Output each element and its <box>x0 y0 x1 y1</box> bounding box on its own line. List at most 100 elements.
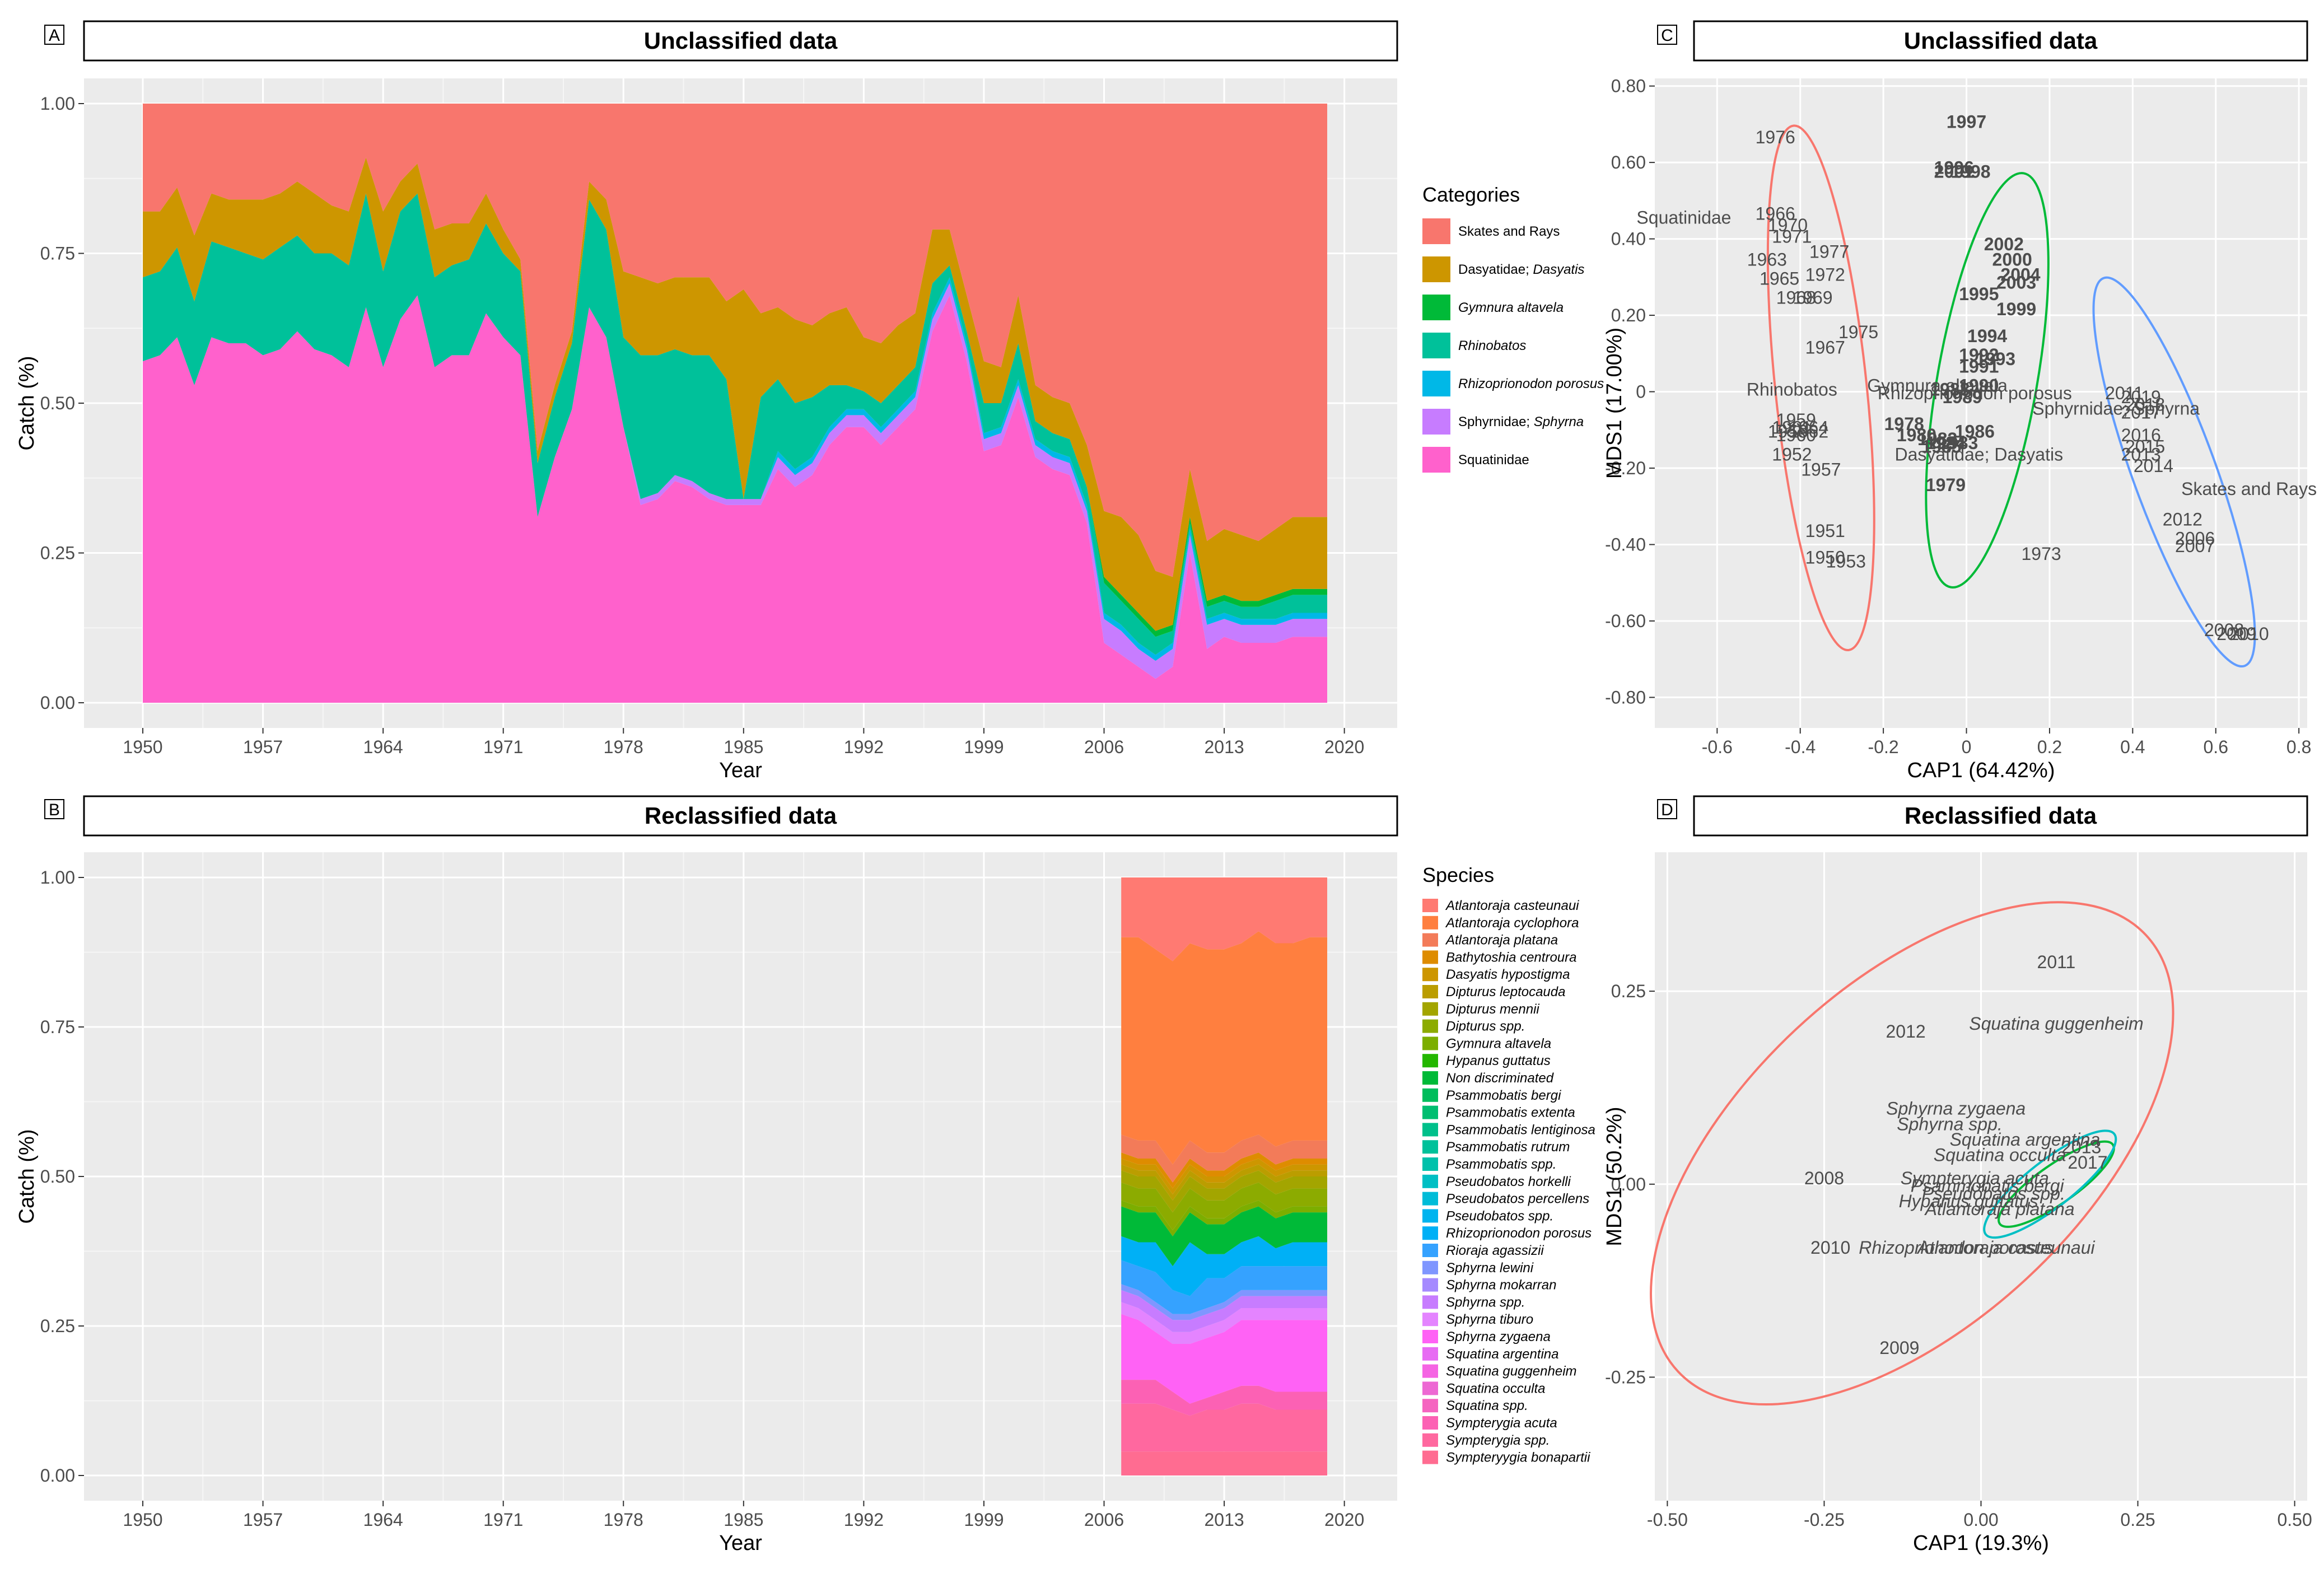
legend-swatch <box>1422 1105 1438 1119</box>
area-band <box>1121 1200 1327 1236</box>
year-point-label: 2017 <box>2068 1152 2107 1173</box>
year-point-label: 1950 <box>1805 548 1845 568</box>
panel-tag-box <box>1657 25 1677 45</box>
area-band <box>1121 877 1327 961</box>
legend-swatch <box>1422 409 1450 435</box>
year-point-label: 1978 <box>1884 414 1924 434</box>
species-label: Squatina guggenheim <box>1969 1014 2143 1034</box>
legend-swatch <box>1422 1226 1438 1240</box>
x-tick-label: 1999 <box>964 1510 1004 1530</box>
legend-title: Species <box>1422 863 1494 886</box>
x-axis-label: CAP1 (19.3%) <box>1913 1531 2049 1555</box>
legend-label: Psammobatis rutrum <box>1446 1140 1570 1155</box>
panel-D: D Reclassified data -0.50 -0.25 0.00 0.25 0.50… <box>1603 795 2312 1555</box>
year-point-label: 1952 <box>1772 444 1812 464</box>
area-band <box>1121 1170 1327 1213</box>
legend-label: Atlantoraja casteunaui <box>1445 898 1579 913</box>
year-point-label: 2011 <box>2105 383 2144 403</box>
variable-label: Gymnura altavela <box>1867 376 2008 396</box>
year-point-label: 2006 <box>2175 528 2215 548</box>
year-point-label: 1999 <box>1996 299 2036 319</box>
legend-label: Psammobatis extenta <box>1446 1105 1575 1120</box>
variable-label: Sphyrnidae; Sphyrna <box>2032 398 2200 418</box>
x-axis-label: Year <box>719 759 762 782</box>
year-point-label: 1992 <box>1959 345 1999 365</box>
legend-label: Rhizoprionodon porosus <box>1458 376 1604 391</box>
year-point-label: 1969 <box>1793 288 1832 308</box>
year-point-label: 1985 <box>1921 437 1961 457</box>
panel-tag-box <box>44 799 64 819</box>
legend-swatch <box>1422 1416 1438 1430</box>
year-point-label: 1968 <box>1776 288 1816 308</box>
year-point-label: 1990 <box>1959 376 1999 396</box>
species-label: Pseudobatos spp. <box>1922 1183 2065 1203</box>
legend-swatch <box>1422 1088 1438 1102</box>
x-tick-label: 0.8 <box>2286 737 2311 757</box>
panel-B: B Reclassified data 1950 1957 1964 1971 1978 19… <box>15 795 1595 1555</box>
legend-label: Rhinobatos <box>1458 338 1526 353</box>
area-band <box>1121 1403 1327 1452</box>
legend-label: Sphyrna mokarran <box>1446 1278 1556 1293</box>
legend-label: Squatina spp. <box>1446 1398 1528 1413</box>
panel-A: A Unclassified data 1950 1957 1964 1971 1978 19… <box>15 20 1604 782</box>
year-point-label: 2007 <box>2175 536 2215 556</box>
year-point-label: 2002 <box>1984 234 2024 254</box>
x-tick-label: 2020 <box>1324 737 1364 757</box>
panel-tag-label: D <box>1661 801 1673 819</box>
x-tick-label: -0.4 <box>1785 737 1816 757</box>
x-tick-label: 2006 <box>1084 737 1124 757</box>
x-tick-label: 0.6 <box>2204 737 2228 757</box>
year-point-label: 2008 <box>1804 1168 1844 1188</box>
year-point-label: 1967 <box>1805 337 1845 357</box>
area-band <box>1121 1380 1327 1416</box>
legend-swatch <box>1422 1244 1438 1257</box>
year-point-label: 2011 <box>2037 952 2076 972</box>
y-tick-label: 0.20 <box>1611 305 1646 325</box>
x-tick-label: 1950 <box>123 737 162 757</box>
area-band <box>1121 1152 1327 1189</box>
legend-swatch <box>1422 985 1438 998</box>
legend-swatch <box>1422 447 1450 473</box>
area-band <box>1121 1236 1327 1296</box>
species-label: Sphyrna spp. <box>1897 1114 2003 1134</box>
area-band <box>1121 1182 1327 1231</box>
x-tick-label: 0.2 <box>2037 737 2062 757</box>
y-tick-label: 0.75 <box>40 244 75 264</box>
year-point-label: 2019 <box>2121 387 2161 407</box>
year-point-label: 1977 <box>1809 242 1849 262</box>
x-tick-label: 2020 <box>1324 1510 1364 1530</box>
y-axis-label: Catch (%) <box>15 1129 39 1224</box>
x-tick-label: 2013 <box>1204 1510 1244 1530</box>
year-point-label: 2012 <box>2163 509 2202 529</box>
x-tick-label: 0.4 <box>2120 737 2145 757</box>
y-tick-label: 0.25 <box>40 543 75 563</box>
area-band <box>143 295 1327 703</box>
legend-label: Squatinidae <box>1458 452 1529 468</box>
year-point-label: 1995 <box>1959 284 1999 304</box>
legend-label: Bathytoshia centroura <box>1446 950 1576 965</box>
year-point-label: 1979 <box>1926 475 1966 495</box>
legend-swatch <box>1422 295 1450 320</box>
legend-swatch <box>1422 1019 1438 1033</box>
year-point-label: 1951 <box>1805 521 1845 541</box>
year-point-label: 1986 <box>1955 421 1995 441</box>
y-axis-label: Catch (%) <box>15 356 39 451</box>
x-tick-label: 1950 <box>123 1510 162 1530</box>
legend-swatch <box>1422 1140 1438 1154</box>
area-band <box>1121 1164 1327 1201</box>
x-tick-label: 1992 <box>844 737 884 757</box>
panel-tag-box <box>1657 799 1677 819</box>
legend-swatch <box>1422 950 1438 964</box>
legend-label: Sympteryygia bonapartii <box>1446 1450 1590 1465</box>
confidence-ellipse <box>1925 172 2050 589</box>
legend-swatch <box>1422 1364 1438 1378</box>
year-point-label: 2018 <box>2125 395 2165 415</box>
legend-swatch <box>1422 333 1450 358</box>
legend-swatch <box>1422 1433 1438 1447</box>
x-tick-label: 1985 <box>724 737 763 757</box>
x-tick-label: 1957 <box>243 737 283 757</box>
year-point-label: 2010 <box>2229 624 2269 644</box>
legend-swatch <box>1422 1157 1438 1171</box>
year-point-label: 1972 <box>1805 265 1845 285</box>
legend-swatch <box>1422 968 1438 982</box>
